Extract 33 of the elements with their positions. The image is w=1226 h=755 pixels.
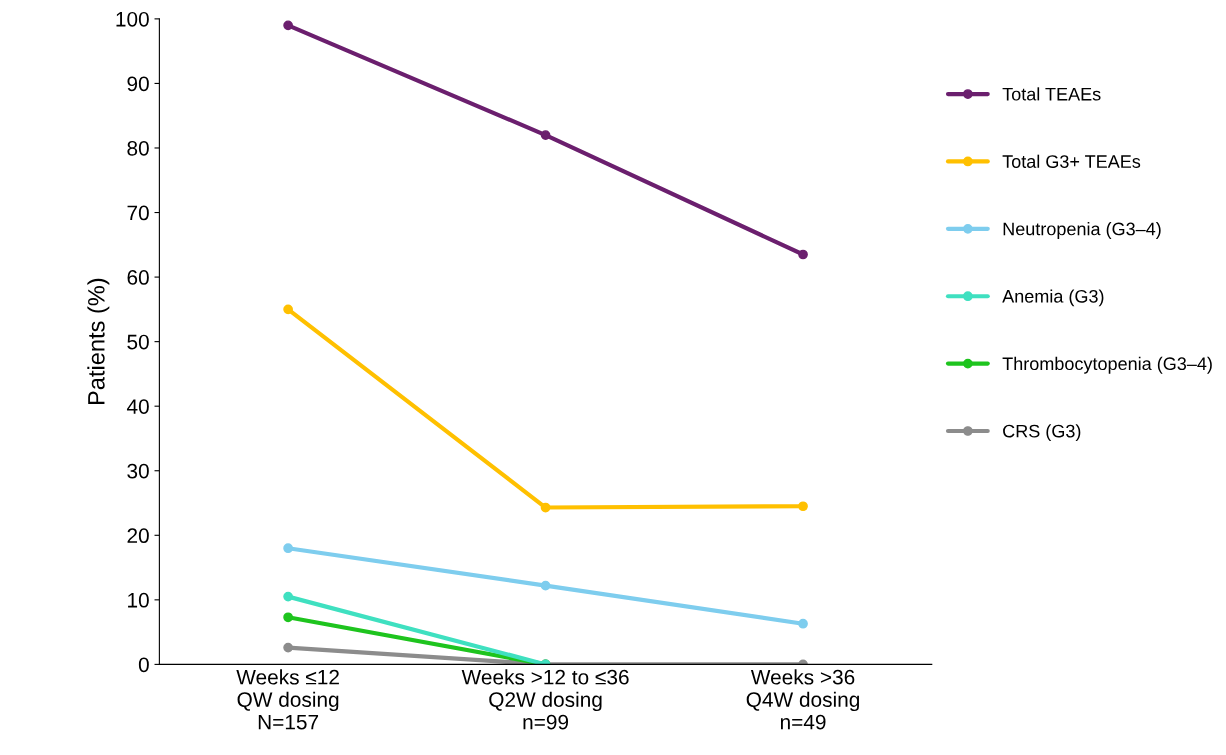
y-tick-label: 50: [127, 334, 149, 350]
point: [540, 130, 551, 140]
legend-label: CRS (G3): [1003, 424, 1081, 442]
point: [283, 20, 293, 31]
point: [283, 304, 293, 315]
y-tick-label: 10: [128, 592, 149, 608]
y-tick-label: 70: [127, 205, 149, 221]
y-tick-label: 90: [127, 76, 149, 92]
x-tick-label: Weeks >36 Q4W dosing n=49: [746, 669, 860, 730]
x-tick-label: Weeks ≤12 QW dosing N=157: [236, 669, 339, 730]
point: [798, 501, 808, 512]
y-tick-label: 60: [127, 270, 149, 285]
y-axis-title: Patients (%): [87, 278, 110, 404]
point: [540, 502, 551, 513]
point: [798, 618, 808, 629]
legend-label: Neutropenia (G3–4): [1003, 222, 1161, 239]
y-tick-label: 20: [127, 528, 149, 544]
point: [283, 591, 293, 602]
legend-label: Thrombocytopenia (G3–4): [1002, 356, 1212, 374]
point: [283, 642, 293, 653]
y-tick-label: 80: [127, 140, 149, 156]
x-tick-label: Weeks >12 to ≤36 Q2W dosing n=99: [461, 669, 629, 730]
y-tick-label: 0: [138, 657, 149, 673]
point: [540, 580, 551, 591]
legend-label: Total G3+ TEAEs: [1002, 154, 1141, 168]
point: [798, 249, 808, 260]
y-tick-label: 40: [126, 399, 149, 414]
y-tick-label: 100: [116, 11, 149, 27]
point: [283, 543, 293, 554]
legend-label: Anemia (G3): [1002, 289, 1104, 307]
y-tick-label: 30: [127, 463, 149, 479]
point: [283, 612, 293, 623]
legend-label: Total TEAEs: [1002, 87, 1101, 101]
